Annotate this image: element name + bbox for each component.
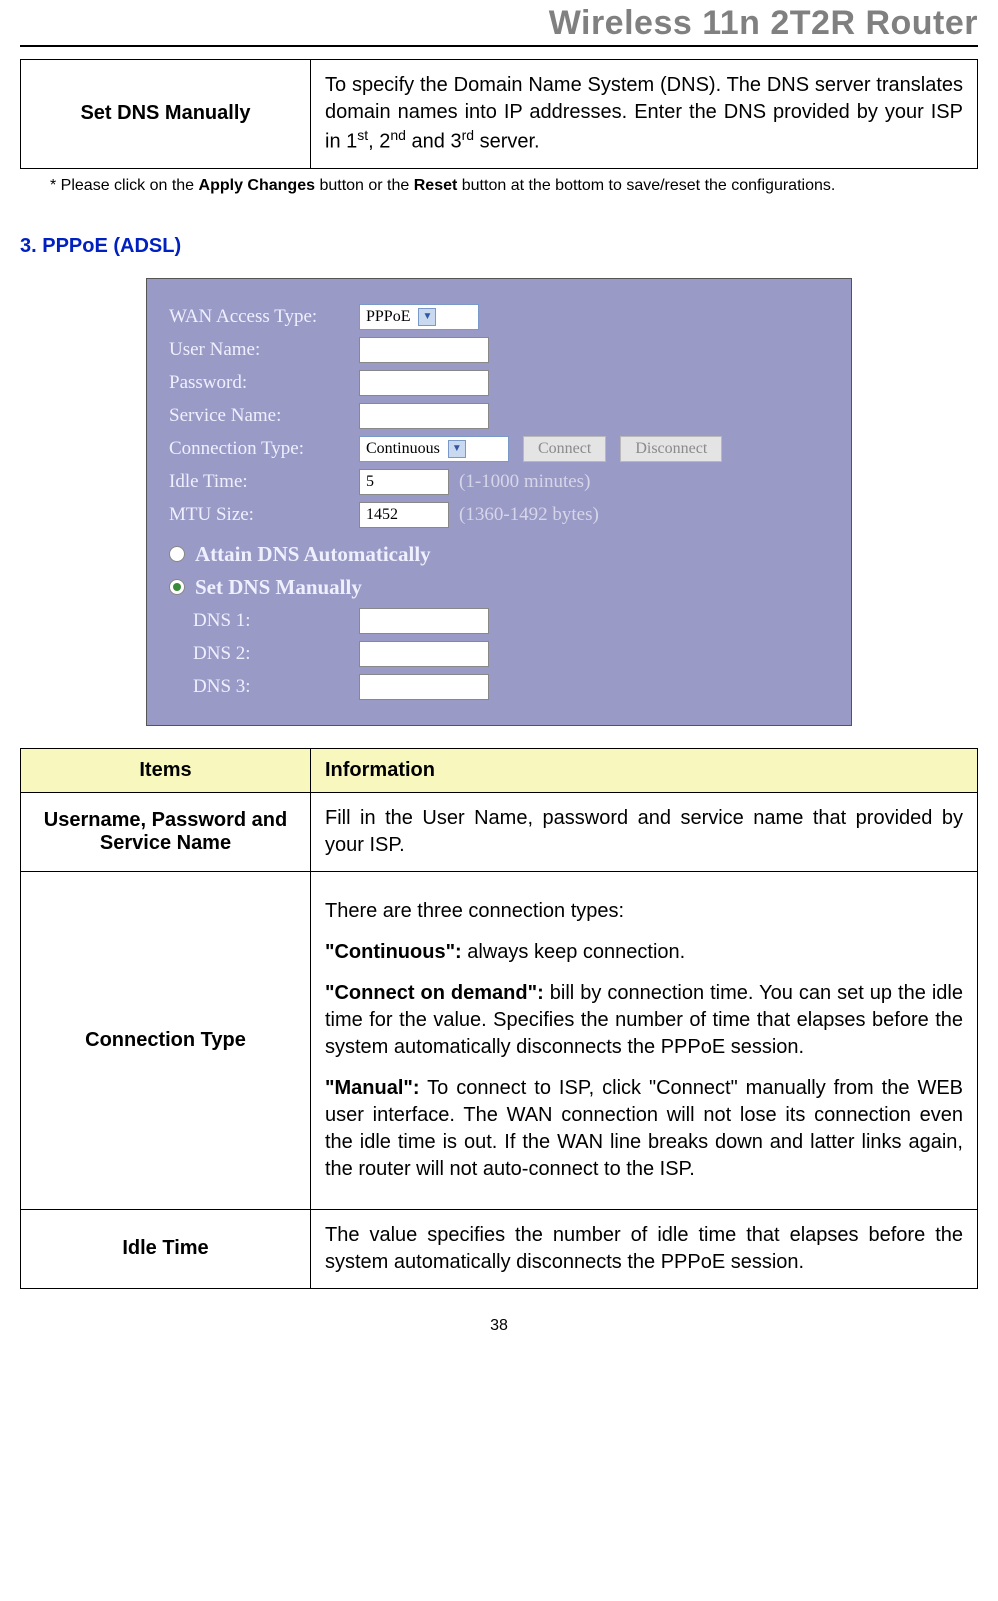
wan-access-select[interactable]: PPPoE ▼ — [359, 304, 479, 330]
screenshot-container: WAN Access Type: PPPoE ▼ User Name: Pass… — [20, 278, 978, 726]
th-items: Items — [21, 748, 311, 792]
table-row: Connection Type There are three connecti… — [21, 871, 978, 1209]
mtu-size-hint: (1360-1492 bytes) — [459, 504, 599, 526]
sup: rd — [462, 127, 474, 143]
dns1-input[interactable] — [359, 608, 489, 634]
idle-time-input[interactable]: 5 — [359, 469, 449, 495]
sup: nd — [390, 127, 406, 143]
text: and 3 — [406, 131, 462, 153]
row-desc: The value specifies the number of idle t… — [311, 1209, 978, 1288]
radio-icon — [169, 546, 185, 562]
service-name-input[interactable] — [359, 403, 489, 429]
mtu-size-row: MTU Size: 1452 (1360-1492 bytes) — [169, 502, 829, 528]
service-name-label: Service Name: — [169, 405, 359, 427]
username-row: User Name: — [169, 337, 829, 363]
sup: st — [357, 127, 368, 143]
connection-type-row: Connection Type: Continuous ▼ Connect Di… — [169, 436, 829, 462]
text: "Continuous": — [325, 941, 462, 963]
connection-type-select[interactable]: Continuous ▼ — [359, 436, 509, 462]
idle-time-label: Idle Time: — [169, 471, 359, 493]
chevron-down-icon: ▼ — [448, 440, 466, 458]
table-row: Idle Time The value specifies the number… — [21, 1209, 978, 1288]
section-heading: 3. PPPoE (ADSL) — [20, 235, 978, 258]
pppoe-form-screenshot: WAN Access Type: PPPoE ▼ User Name: Pass… — [146, 278, 852, 726]
chevron-down-icon: ▼ — [418, 308, 436, 326]
text: always keep connection. — [462, 941, 685, 963]
password-row: Password: — [169, 370, 829, 396]
table-row: Username, Password and Service Name Fill… — [21, 792, 978, 871]
dns-manual-radio-row[interactable]: Set DNS Manually — [169, 575, 829, 600]
dns3-row: DNS 3: — [193, 674, 829, 700]
dns-row-label: Set DNS Manually — [21, 60, 311, 169]
dns2-label: DNS 2: — [193, 643, 359, 665]
dns-table: Set DNS Manually To specify the Domain N… — [20, 59, 978, 169]
dns3-input[interactable] — [359, 674, 489, 700]
dns3-label: DNS 3: — [193, 676, 359, 698]
items-info-table: Items Information Username, Password and… — [20, 748, 978, 1289]
dns-row-desc: To specify the Domain Name System (DNS).… — [311, 60, 978, 169]
text: button or the — [315, 177, 414, 194]
dns2-input[interactable] — [359, 641, 489, 667]
dns-manual-label: Set DNS Manually — [195, 575, 362, 600]
wan-access-value: PPPoE — [366, 308, 410, 326]
connection-type-value: Continuous — [366, 440, 440, 458]
conn-manual: "Manual": To connect to ISP, click "Conn… — [325, 1075, 963, 1183]
header-title: Wireless 11n 2T2R Router — [549, 4, 978, 42]
text: , 2 — [368, 131, 390, 153]
text: * Please click on the — [50, 177, 199, 194]
username-input[interactable] — [359, 337, 489, 363]
table-header-row: Items Information — [21, 748, 978, 792]
dns2-row: DNS 2: — [193, 641, 829, 667]
text: To connect to ISP, click "Connect" manua… — [325, 1077, 963, 1180]
conn-continuous: "Continuous": always keep connection. — [325, 939, 963, 966]
mtu-size-input[interactable]: 1452 — [359, 502, 449, 528]
radio-icon — [169, 579, 185, 595]
th-information: Information — [311, 748, 978, 792]
wan-access-label: WAN Access Type: — [169, 306, 359, 328]
username-label: User Name: — [169, 339, 359, 361]
row-label: Idle Time — [21, 1209, 311, 1288]
row-desc: Fill in the User Name, password and serv… — [311, 792, 978, 871]
dns1-label: DNS 1: — [193, 610, 359, 632]
apply-changes-label: Apply Changes — [199, 177, 315, 194]
text: button at the bottom to save/reset the c… — [457, 177, 835, 194]
service-name-row: Service Name: — [169, 403, 829, 429]
idle-time-hint: (1-1000 minutes) — [459, 471, 590, 493]
dns-auto-label: Attain DNS Automatically — [195, 542, 431, 567]
conn-on-demand: "Connect on demand": bill by connection … — [325, 980, 963, 1061]
connection-type-label: Connection Type: — [169, 438, 359, 460]
idle-time-row: Idle Time: 5 (1-1000 minutes) — [169, 469, 829, 495]
disconnect-button[interactable]: Disconnect — [620, 436, 722, 462]
mtu-size-label: MTU Size: — [169, 504, 359, 526]
reset-label: Reset — [414, 177, 458, 194]
dns1-row: DNS 1: — [193, 608, 829, 634]
dns-auto-radio-row[interactable]: Attain DNS Automatically — [169, 542, 829, 567]
row-label: Username, Password and Service Name — [21, 792, 311, 871]
password-label: Password: — [169, 372, 359, 394]
connect-button[interactable]: Connect — [523, 436, 606, 462]
page-number: 38 — [20, 1317, 978, 1345]
conn-intro: There are three connection types: — [325, 898, 963, 925]
page-header: Wireless 11n 2T2R Router — [20, 0, 978, 47]
text: server. — [474, 131, 540, 153]
password-input[interactable] — [359, 370, 489, 396]
footnote: * Please click on the Apply Changes butt… — [50, 177, 968, 195]
wan-access-row: WAN Access Type: PPPoE ▼ — [169, 304, 829, 330]
row-desc: There are three connection types: "Conti… — [311, 871, 978, 1209]
text: "Manual": — [325, 1077, 420, 1099]
table-row: Set DNS Manually To specify the Domain N… — [21, 60, 978, 169]
text: "Connect on demand": — [325, 982, 544, 1004]
row-label: Connection Type — [21, 871, 311, 1209]
